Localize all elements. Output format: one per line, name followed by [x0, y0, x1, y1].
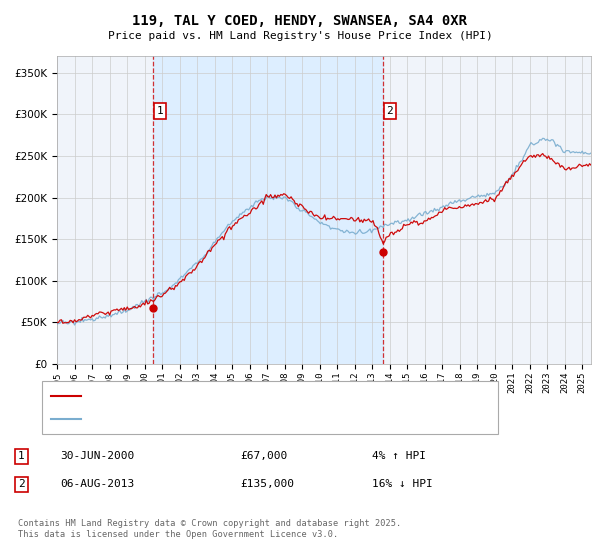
Text: 2: 2 — [386, 106, 393, 116]
Text: 06-AUG-2013: 06-AUG-2013 — [60, 479, 134, 489]
Text: 2: 2 — [18, 479, 25, 489]
Text: 119, TAL Y COED, HENDY, SWANSEA, SA4 0XR: 119, TAL Y COED, HENDY, SWANSEA, SA4 0XR — [133, 14, 467, 28]
Text: 4% ↑ HPI: 4% ↑ HPI — [372, 451, 426, 461]
Text: £67,000: £67,000 — [240, 451, 287, 461]
Bar — [153, 56, 383, 364]
Text: Contains HM Land Registry data © Crown copyright and database right 2025.
This d: Contains HM Land Registry data © Crown c… — [18, 520, 401, 539]
Text: 30-JUN-2000: 30-JUN-2000 — [60, 451, 134, 461]
Text: Price paid vs. HM Land Registry's House Price Index (HPI): Price paid vs. HM Land Registry's House … — [107, 31, 493, 41]
Text: £135,000: £135,000 — [240, 479, 294, 489]
Text: 1: 1 — [157, 106, 164, 116]
Text: HPI: Average price, detached house, Carmarthenshire: HPI: Average price, detached house, Carm… — [86, 414, 385, 424]
Text: 119, TAL Y COED, HENDY, SWANSEA, SA4 0XR (detached house): 119, TAL Y COED, HENDY, SWANSEA, SA4 0XR… — [86, 391, 421, 401]
Text: 16% ↓ HPI: 16% ↓ HPI — [372, 479, 433, 489]
Text: 1: 1 — [18, 451, 25, 461]
